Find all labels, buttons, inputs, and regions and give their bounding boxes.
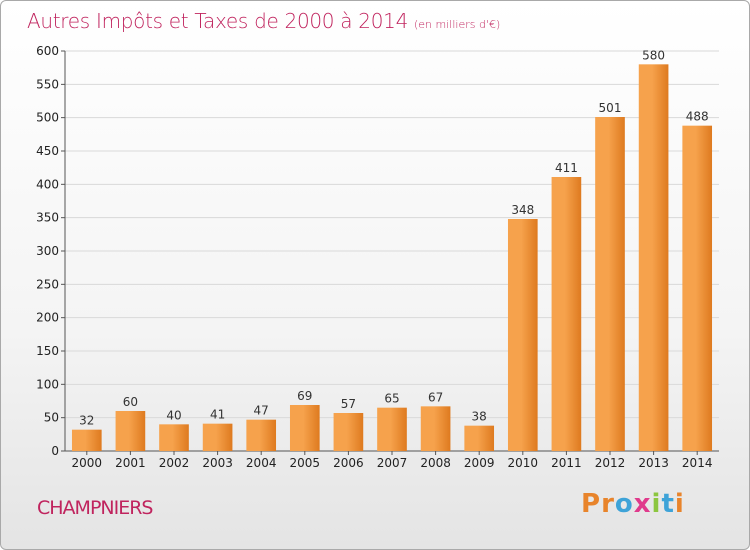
y-tick-label: 500 <box>36 111 59 125</box>
x-tick-label: 2014 <box>682 456 713 470</box>
y-tick-label: 150 <box>36 344 59 358</box>
data-label: 501 <box>599 101 622 115</box>
y-tick-label: 450 <box>36 144 59 158</box>
data-label: 38 <box>472 410 487 424</box>
chart-title-unit: (en milliers d'€) <box>414 18 501 31</box>
y-tick-label: 0 <box>51 444 59 458</box>
x-tick-label: 2004 <box>246 456 277 470</box>
x-tick-labels: 2000 2001 2002 2003 2004 2005 2006 2007 2008 2009… <box>72 456 713 470</box>
bar <box>71 429 102 451</box>
bar <box>420 406 451 451</box>
bar <box>682 125 713 452</box>
y-tick-label: 400 <box>36 177 59 191</box>
bar <box>115 411 146 451</box>
x-tick-label: 2009 <box>464 456 495 470</box>
y-tick-label: 600 <box>36 44 59 58</box>
commune-name: CHAMPNIERS <box>37 497 153 519</box>
x-tick-label: 2008 <box>420 456 451 470</box>
x-tick-label: 2007 <box>377 456 408 470</box>
logo-letter: i <box>674 489 685 519</box>
x-tick-label: 2010 <box>508 456 539 470</box>
data-label: 40 <box>166 408 181 422</box>
bar <box>202 423 233 451</box>
data-label: 32 <box>79 414 94 428</box>
logo-letter: x <box>633 489 652 519</box>
data-label: 348 <box>511 203 534 217</box>
x-tick-label: 2002 <box>159 456 190 470</box>
chart-title-text: Autres Impôts et Taxes de 2000 à 2014 <box>27 9 408 33</box>
x-tick-label: 2000 <box>72 456 103 470</box>
data-labels: 32 60 40 41 47 69 57 65 67 38 348 411 501 580 488 <box>79 48 708 427</box>
data-label: 580 <box>642 48 665 62</box>
data-label: 67 <box>428 390 443 404</box>
data-label: 488 <box>686 110 709 124</box>
data-label: 57 <box>341 397 356 411</box>
bar <box>464 425 495 451</box>
bars <box>71 64 713 452</box>
bar <box>507 219 538 451</box>
data-label: 69 <box>297 389 312 403</box>
bar <box>246 419 277 451</box>
x-tick-label: 2006 <box>333 456 364 470</box>
x-tick-label: 2013 <box>638 456 669 470</box>
x-tick-label: 2011 <box>551 456 582 470</box>
y-tick-label: 100 <box>36 377 59 391</box>
bar <box>159 424 189 451</box>
logo-letter: t <box>661 489 675 519</box>
y-tick-label: 50 <box>44 411 59 425</box>
data-label: 41 <box>210 408 225 422</box>
y-tick-label: 200 <box>36 311 59 325</box>
data-label: 411 <box>555 161 578 175</box>
bar <box>377 407 407 451</box>
y-tick-label: 350 <box>36 211 59 225</box>
logo-letter: P <box>581 489 602 519</box>
x-tick-label: 2001 <box>115 456 146 470</box>
x-tick-label: 2003 <box>202 456 233 470</box>
data-label: 65 <box>384 392 399 406</box>
logo-letter: i <box>651 489 662 519</box>
proxiti-logo[interactable]: Proxiti <box>581 489 685 519</box>
y-tick-label: 250 <box>36 277 59 291</box>
data-label: 47 <box>254 404 269 418</box>
bar <box>289 405 320 451</box>
bar <box>551 177 582 451</box>
logo-letter: o <box>614 489 634 519</box>
y-tick-label: 550 <box>36 77 59 91</box>
bar <box>638 64 669 452</box>
x-tick-label: 2005 <box>290 456 321 470</box>
data-label: 60 <box>123 395 138 409</box>
y-tick-label: 300 <box>36 244 59 258</box>
logo-letter: r <box>601 489 615 519</box>
bar <box>333 413 364 451</box>
x-tick-label: 2012 <box>595 456 626 470</box>
bar <box>595 117 625 451</box>
chart-title: Autres Impôts et Taxes de 2000 à 2014 (en… <box>27 9 500 33</box>
y-tick-labels: 0 50 100 150 200 250 300 350 400 450 500 550 600 <box>36 44 59 458</box>
